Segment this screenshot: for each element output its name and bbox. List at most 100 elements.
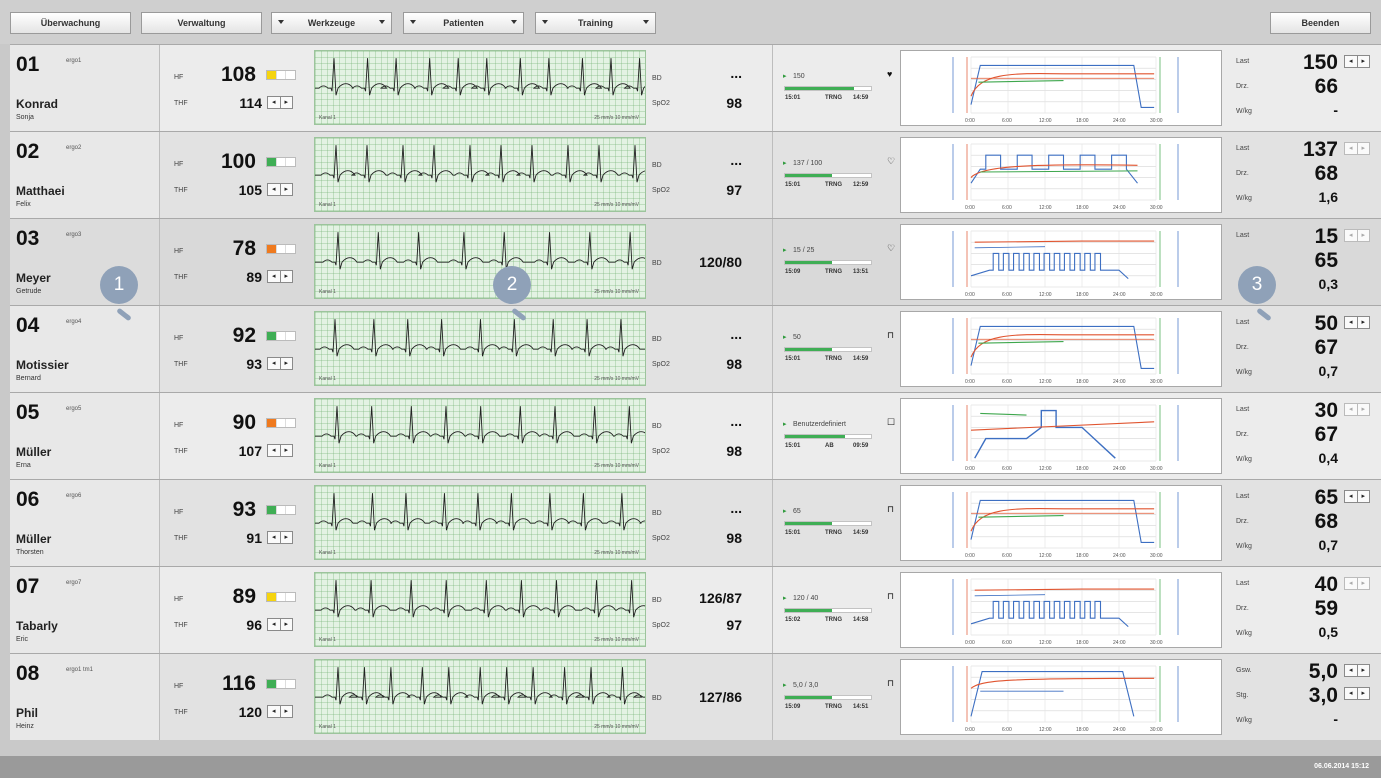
step-right-icon[interactable]: ▸	[1356, 665, 1370, 676]
trend-chart[interactable]: 0:00 6:00 12:00 18:00 24:00 30:00	[900, 485, 1222, 561]
trend-chart[interactable]: 0:00 6:00 12:00 18:00 24:00 30:00	[900, 311, 1222, 387]
value1: 50	[1314, 312, 1338, 335]
value2-label: Drz.	[1236, 344, 1249, 351]
patient-row[interactable]: 08 ergo1 tm1 Phil Heinz HF 116 THF 120 ◂ ▸ Kanal 1…	[10, 653, 1381, 740]
thf-stepper[interactable]: ◂ ▸	[267, 531, 293, 544]
value1-stepper[interactable]: ◂ ▸	[1344, 577, 1370, 590]
value2-stepper[interactable]: ◂ ▸	[1344, 687, 1370, 700]
x-tick-label: 30:00	[1150, 205, 1163, 211]
patient-id-cell[interactable]: 08 ergo1 tm1 Phil Heinz	[10, 654, 160, 740]
step-right-icon[interactable]: ▸	[279, 97, 293, 108]
trend-chart-svg: 0:00 6:00 12:00 18:00 24:00 30:00	[952, 230, 1179, 298]
step-left-icon[interactable]: ◂	[1348, 690, 1353, 697]
step-left-icon[interactable]: ◂	[271, 447, 276, 454]
step-right-icon[interactable]: ▸	[1356, 404, 1370, 415]
step-left-icon[interactable]: ◂	[271, 186, 276, 193]
patient-row[interactable]: 02 ergo2 Matthaei Felix HF 100 THF 105 ◂ ▸ Kanal 1…	[10, 131, 1381, 218]
value1-stepper[interactable]: ◂ ▸	[1344, 142, 1370, 155]
patient-id-cell[interactable]: 05 ergo5 Müller Erna	[10, 393, 160, 479]
patienten-menu[interactable]: Patienten	[403, 12, 524, 34]
x-tick-label: 6:00	[1002, 727, 1012, 733]
training-menu[interactable]: Training	[535, 12, 656, 34]
step-left-icon[interactable]: ◂	[271, 534, 276, 541]
step-right-icon[interactable]: ▸	[279, 706, 293, 717]
step-left-icon[interactable]: ◂	[271, 273, 276, 280]
step-left-icon[interactable]: ◂	[1348, 145, 1353, 152]
step-right-icon[interactable]: ▸	[1356, 317, 1370, 328]
signal-level	[285, 593, 295, 601]
step-left-icon[interactable]: ◂	[1348, 667, 1353, 674]
patient-row[interactable]: 05 ergo5 Müller Erna HF 90 THF 107 ◂ ▸ Kanal 1 25 m…	[10, 392, 1381, 479]
value1-stepper[interactable]: ◂ ▸	[1344, 55, 1370, 68]
signal-level	[267, 506, 276, 514]
load-series	[970, 64, 1155, 108]
verwaltung-button[interactable]: Verwaltung	[141, 12, 262, 34]
step-right-icon[interactable]: ▸	[1356, 491, 1370, 502]
thf-stepper[interactable]: ◂ ▸	[267, 96, 293, 109]
ecg-waveform	[315, 145, 645, 183]
value1-stepper[interactable]: ◂ ▸	[1344, 316, 1370, 329]
hr-series	[970, 677, 1155, 689]
patient-id-cell[interactable]: 07 ergo7 Tabarly Eric	[10, 567, 160, 653]
value1-stepper[interactable]: ◂ ▸	[1344, 229, 1370, 242]
step-right-icon[interactable]: ▸	[279, 445, 293, 456]
step-left-icon[interactable]: ◂	[1348, 580, 1353, 587]
play-icon: ▸	[783, 508, 787, 515]
thf-stepper[interactable]: ◂ ▸	[267, 183, 293, 196]
patient-id-cell[interactable]: 06 ergo6 Müller Thorsten	[10, 480, 160, 566]
thf-stepper[interactable]: ◂ ▸	[267, 357, 293, 370]
thf-stepper[interactable]: ◂ ▸	[267, 705, 293, 718]
patient-id-cell[interactable]: 04 ergo4 Motissier Bernard	[10, 306, 160, 392]
step-left-icon[interactable]: ◂	[271, 99, 276, 106]
step-left-icon[interactable]: ◂	[1348, 232, 1353, 239]
step-right-icon[interactable]: ▸	[279, 619, 293, 630]
trend-chart[interactable]: 0:00 6:00 12:00 18:00 24:00 30:00	[900, 224, 1222, 300]
step-right-icon[interactable]: ▸	[1356, 230, 1370, 241]
beenden-button[interactable]: Beenden	[1270, 12, 1371, 34]
step-right-icon[interactable]: ▸	[1356, 578, 1370, 589]
x-tick-label: 6:00	[1002, 466, 1012, 472]
step-right-icon[interactable]: ▸	[1356, 56, 1370, 67]
step-left-icon[interactable]: ◂	[1348, 406, 1353, 413]
trend-chart[interactable]: 0:00 6:00 12:00 18:00 24:00 30:00	[900, 572, 1222, 648]
trend-chart[interactable]: 0:00 6:00 12:00 18:00 24:00 30:00	[900, 659, 1222, 735]
ecg-channel-label: Kanal 1	[319, 637, 336, 643]
patient-row[interactable]: 01 ergo1 Konrad Sonja HF 108 THF 114 ◂ ▸ Kanal 1 25…	[10, 44, 1381, 131]
step-left-icon[interactable]: ◂	[1348, 493, 1353, 500]
patient-row[interactable]: 07 ergo7 Tabarly Eric HF 89 THF 96 ◂ ▸ Kanal 1 25 m…	[10, 566, 1381, 653]
step-left-icon[interactable]: ◂	[1348, 319, 1353, 326]
step-right-icon[interactable]: ▸	[279, 271, 293, 282]
value1-stepper[interactable]: ◂ ▸	[1344, 403, 1370, 416]
ueberwachung-button[interactable]: Überwachung	[10, 12, 131, 34]
patient-id-cell[interactable]: 01 ergo1 Konrad Sonja	[10, 45, 160, 131]
step-right-icon[interactable]: ▸	[1356, 688, 1370, 699]
step-right-icon[interactable]: ▸	[279, 532, 293, 543]
trend-chart[interactable]: 0:00 6:00 12:00 18:00 24:00 30:00	[900, 50, 1222, 126]
value1-label: Last	[1236, 493, 1250, 500]
step-right-icon[interactable]: ▸	[279, 184, 293, 195]
step-left-icon[interactable]: ◂	[271, 360, 276, 367]
thf-stepper[interactable]: ◂ ▸	[267, 270, 293, 283]
patient-row[interactable]: 03 ergo3 Meyer Getrude HF 78 THF 89 ◂ ▸ Kanal 1 25 …	[10, 218, 1381, 305]
patient-id-cell[interactable]: 02 ergo2 Matthaei Felix	[10, 132, 160, 218]
trend-chart[interactable]: 0:00 6:00 12:00 18:00 24:00 30:00	[900, 137, 1222, 213]
patient-row[interactable]: 04 ergo4 Motissier Bernard HF 92 THF 93 ◂ ▸ Kanal …	[10, 305, 1381, 392]
step-right-icon[interactable]: ▸	[1356, 143, 1370, 154]
value1-stepper[interactable]: ◂ ▸	[1344, 490, 1370, 503]
value1-stepper[interactable]: ◂ ▸	[1344, 664, 1370, 677]
patient-id-cell[interactable]: 03 ergo3 Meyer Getrude	[10, 219, 160, 305]
step-left-icon[interactable]: ◂	[271, 708, 276, 715]
trend-chart[interactable]: 0:00 6:00 12:00 18:00 24:00 30:00	[900, 398, 1222, 474]
bd-label: BD	[652, 510, 662, 517]
step-left-icon[interactable]: ◂	[1348, 58, 1353, 65]
ecg-waveform	[315, 58, 645, 96]
x-tick-label: 18:00	[1076, 640, 1089, 646]
patient-list: 01 ergo1 Konrad Sonja HF 108 THF 114 ◂ ▸ Kanal 1 25…	[10, 44, 1381, 740]
werkzeuge-menu[interactable]: Werkzeuge	[271, 12, 392, 34]
thf-stepper[interactable]: ◂ ▸	[267, 444, 293, 457]
program-remaining-time: 09:59	[853, 443, 869, 449]
thf-stepper[interactable]: ◂ ▸	[267, 618, 293, 631]
step-left-icon[interactable]: ◂	[271, 621, 276, 628]
step-right-icon[interactable]: ▸	[279, 358, 293, 369]
